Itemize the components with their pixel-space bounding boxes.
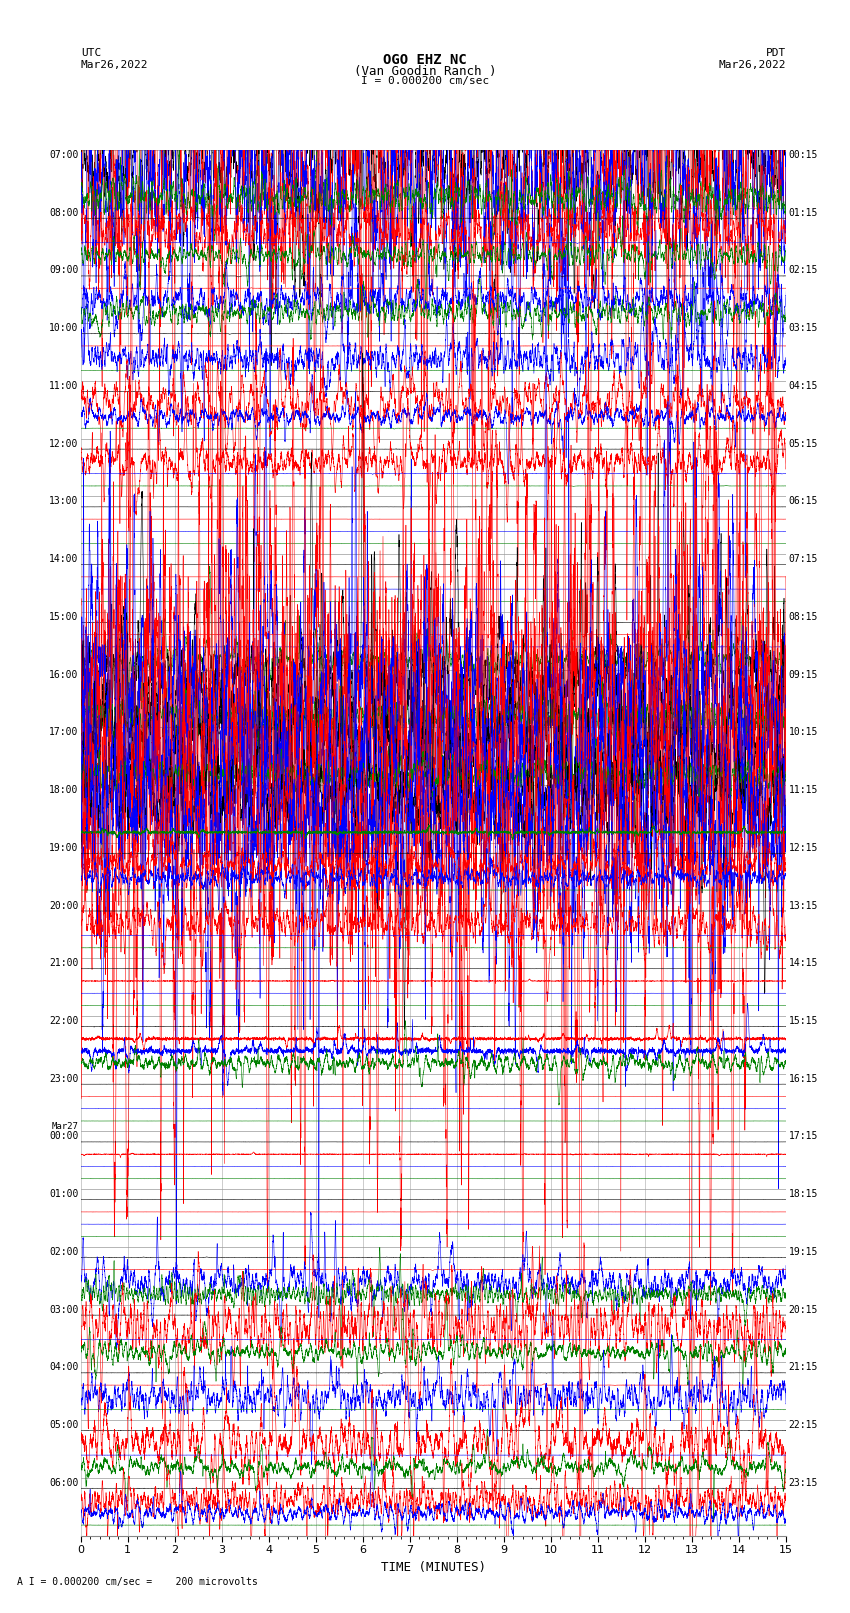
Text: 09:00: 09:00: [49, 266, 79, 276]
Text: 00:00: 00:00: [49, 1131, 79, 1142]
X-axis label: TIME (MINUTES): TIME (MINUTES): [381, 1561, 486, 1574]
Text: 16:00: 16:00: [49, 669, 79, 679]
Text: OGO EHZ NC: OGO EHZ NC: [383, 53, 467, 68]
Text: 05:15: 05:15: [788, 439, 818, 448]
Text: 18:15: 18:15: [788, 1189, 818, 1198]
Text: Mar26,2022: Mar26,2022: [719, 60, 786, 69]
Text: 17:00: 17:00: [49, 727, 79, 737]
Text: 14:00: 14:00: [49, 555, 79, 565]
Text: 02:15: 02:15: [788, 266, 818, 276]
Text: 12:00: 12:00: [49, 439, 79, 448]
Text: 14:15: 14:15: [788, 958, 818, 968]
Text: 04:00: 04:00: [49, 1363, 79, 1373]
Text: 05:00: 05:00: [49, 1419, 79, 1431]
Text: 12:15: 12:15: [788, 844, 818, 853]
Text: 19:15: 19:15: [788, 1247, 818, 1257]
Text: 11:00: 11:00: [49, 381, 79, 390]
Text: 06:00: 06:00: [49, 1478, 79, 1487]
Text: 01:15: 01:15: [788, 208, 818, 218]
Text: 23:00: 23:00: [49, 1074, 79, 1084]
Text: 09:15: 09:15: [788, 669, 818, 679]
Text: 07:15: 07:15: [788, 555, 818, 565]
Text: 18:00: 18:00: [49, 786, 79, 795]
Text: 20:00: 20:00: [49, 900, 79, 910]
Text: 07:00: 07:00: [49, 150, 79, 160]
Text: 01:00: 01:00: [49, 1189, 79, 1198]
Text: 15:00: 15:00: [49, 611, 79, 623]
Text: 19:00: 19:00: [49, 844, 79, 853]
Text: 10:15: 10:15: [788, 727, 818, 737]
Text: Mar26,2022: Mar26,2022: [81, 60, 148, 69]
Text: Mar27: Mar27: [52, 1123, 79, 1131]
Text: 08:15: 08:15: [788, 611, 818, 623]
Text: 03:00: 03:00: [49, 1305, 79, 1315]
Text: 06:15: 06:15: [788, 497, 818, 506]
Text: 21:00: 21:00: [49, 958, 79, 968]
Text: 15:15: 15:15: [788, 1016, 818, 1026]
Text: PDT: PDT: [766, 48, 786, 58]
Text: 08:00: 08:00: [49, 208, 79, 218]
Text: 22:00: 22:00: [49, 1016, 79, 1026]
Text: 20:15: 20:15: [788, 1305, 818, 1315]
Text: I = 0.000200 cm/sec: I = 0.000200 cm/sec: [361, 76, 489, 85]
Text: 02:00: 02:00: [49, 1247, 79, 1257]
Text: UTC: UTC: [81, 48, 101, 58]
Text: 22:15: 22:15: [788, 1419, 818, 1431]
Text: 17:15: 17:15: [788, 1131, 818, 1142]
Text: 23:15: 23:15: [788, 1478, 818, 1487]
Text: (Van Goodin Ranch ): (Van Goodin Ranch ): [354, 65, 496, 77]
Text: 04:15: 04:15: [788, 381, 818, 390]
Text: 11:15: 11:15: [788, 786, 818, 795]
Text: 21:15: 21:15: [788, 1363, 818, 1373]
Text: 10:00: 10:00: [49, 323, 79, 334]
Text: 00:15: 00:15: [788, 150, 818, 160]
Text: 13:00: 13:00: [49, 497, 79, 506]
Text: 16:15: 16:15: [788, 1074, 818, 1084]
Text: A I = 0.000200 cm/sec =    200 microvolts: A I = 0.000200 cm/sec = 200 microvolts: [17, 1578, 258, 1587]
Text: 03:15: 03:15: [788, 323, 818, 334]
Text: 13:15: 13:15: [788, 900, 818, 910]
